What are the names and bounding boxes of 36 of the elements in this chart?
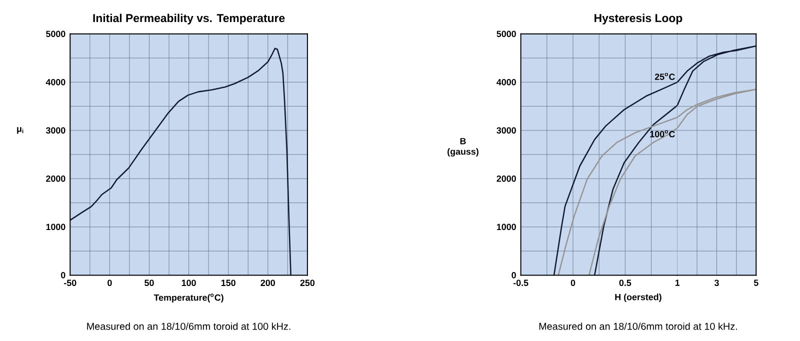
x-tick-label: 3 [714, 280, 719, 286]
x-axis-title: Temperature($^{o}$C) [154, 294, 224, 303]
x-tick-label: -0.5 [513, 280, 528, 286]
x-tick-label: -50 [64, 280, 76, 286]
y-axis-title: B (gauss) [448, 138, 478, 157]
y-tick-label: 1000 [496, 224, 516, 230]
x-tick-label: 0 [570, 280, 576, 286]
y-tick-label: 0 [61, 272, 66, 278]
x-tick-label: 5 [754, 280, 758, 286]
x-tick-label: 50 [144, 280, 154, 286]
y-tick-label: 3000 [46, 127, 66, 134]
y-tick-label: 4000 [46, 78, 66, 86]
text: Measured on an 18/10/6mm toroid at 100 kHz. [87, 322, 290, 330]
x-axis-title: H (oersted) [615, 294, 662, 302]
y-tick-label: 4000 [496, 78, 516, 86]
x-tick-label: 0.5 [619, 280, 632, 286]
x-tick-label: 250 [300, 280, 315, 286]
x-tick-label: 100 [182, 280, 196, 286]
y-tick-label: 3000 [496, 127, 516, 134]
chart-title: Initial Permeability vs. Temperature [93, 14, 285, 24]
y-tick-label: 5000 [496, 30, 516, 38]
x-tick-label: 1 [675, 280, 680, 286]
text: Measured on an 18/10/6mm toroid at 10 kHz. [539, 322, 737, 330]
x-tick-label: 0 [108, 280, 112, 286]
series-label: 25$^{o}$C [654, 72, 675, 80]
y-tick-label: 2000 [496, 176, 516, 182]
y-axis-title: μ$_{i}$ [17, 127, 24, 134]
y-tick-label: 1000 [46, 224, 66, 230]
chart-title: Hysteresis Loop [594, 14, 682, 24]
line-series [69, 48, 292, 276]
x-tick-label: 150 [221, 280, 236, 286]
x-tick-label: 200 [260, 280, 275, 286]
series-label: 100$^{o}$C [650, 130, 675, 138]
y-tick-label: 2000 [46, 176, 66, 182]
y-tick-label: 5000 [46, 30, 66, 38]
y-tick-label: 0 [512, 272, 516, 278]
